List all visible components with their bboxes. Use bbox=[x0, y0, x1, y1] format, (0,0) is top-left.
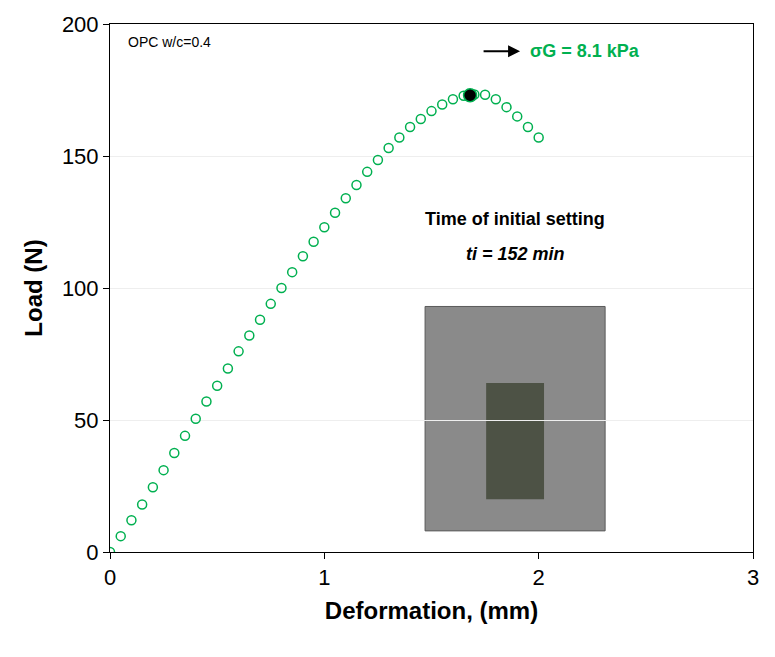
svg-text:Time of initial setting: Time of initial setting bbox=[425, 209, 605, 229]
svg-text:3: 3 bbox=[747, 565, 759, 590]
svg-text:Load (N): Load (N) bbox=[20, 239, 47, 336]
svg-text:2: 2 bbox=[533, 565, 545, 590]
svg-text:0: 0 bbox=[104, 565, 116, 590]
svg-text:σG = 8.1 kPa: σG = 8.1 kPa bbox=[530, 41, 640, 61]
svg-text:1: 1 bbox=[318, 565, 330, 590]
svg-text:0: 0 bbox=[86, 540, 98, 565]
svg-text:50: 50 bbox=[74, 408, 98, 433]
svg-text:150: 150 bbox=[62, 144, 99, 169]
svg-text:OPC w/c=0.4: OPC w/c=0.4 bbox=[128, 34, 211, 50]
svg-text:ti = 152 min: ti = 152 min bbox=[466, 244, 565, 264]
svg-text:100: 100 bbox=[62, 276, 99, 301]
svg-text:Deformation, (mm): Deformation, (mm) bbox=[325, 597, 538, 624]
svg-text:200: 200 bbox=[62, 12, 99, 37]
